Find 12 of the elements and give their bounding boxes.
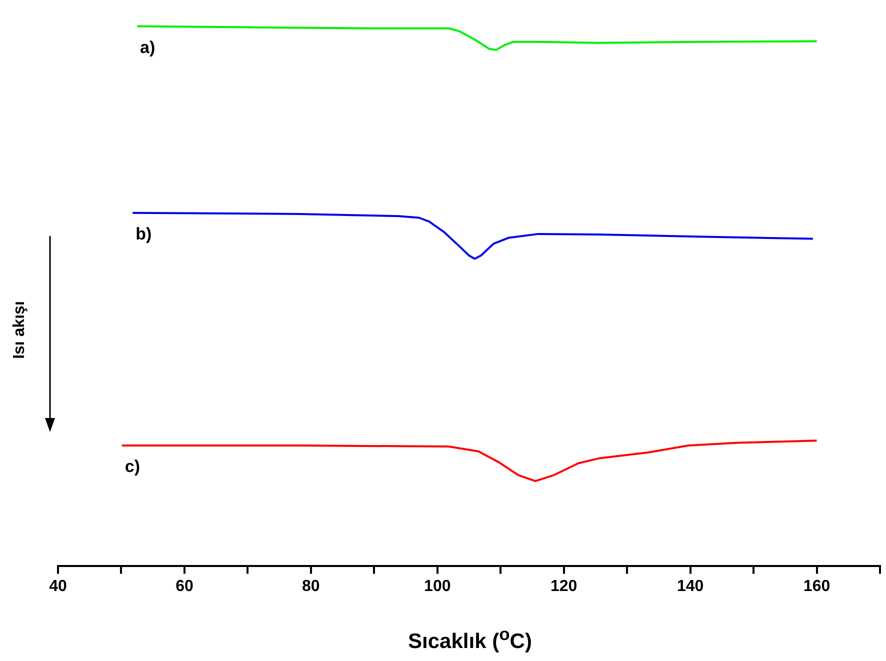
y-axis-title: Isı akışı [11, 301, 29, 359]
x-tick-label: 80 [302, 578, 320, 595]
series-label: a) [140, 38, 156, 57]
x-tick-label: 120 [550, 578, 578, 595]
x-axis-title: Sıcaklık ($^{o}$C) [407, 624, 533, 654]
x-tick-label: 60 [176, 578, 194, 595]
x-tick-label: 100 [424, 578, 451, 595]
series-label: c) [124, 457, 140, 476]
x-tick-label: 40 [49, 578, 67, 595]
x-tick-label: 140 [676, 578, 704, 595]
x-tick-label: 160 [803, 578, 830, 595]
series-label: b) [136, 224, 152, 244]
